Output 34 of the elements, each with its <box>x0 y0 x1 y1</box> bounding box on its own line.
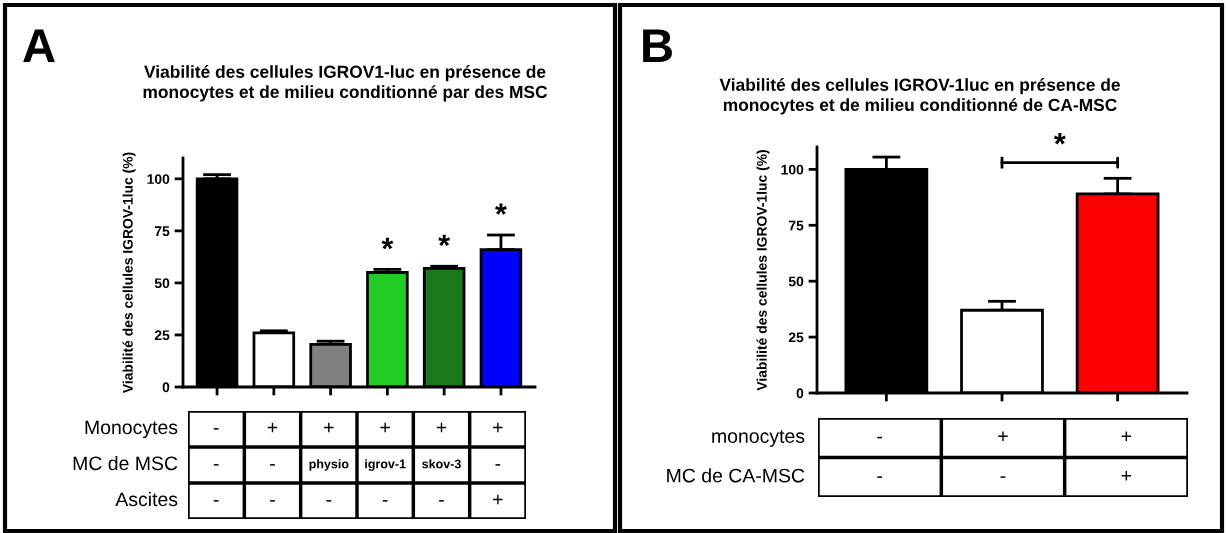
y-tick-label: 0 <box>162 382 170 393</box>
y-tick-label: 50 <box>154 278 170 289</box>
y-tick-label: 75 <box>788 220 804 231</box>
annotation: * <box>381 237 394 250</box>
category-label: + skov-3 - <box>422 422 461 502</box>
category-label: - - <box>877 436 883 478</box>
text: MC de MSC <box>73 455 178 471</box>
text: * <box>1053 133 1066 145</box>
chart-title: Viabilité des cellules IGROV-1luc en présence de monocytes et de milieu conditionné de CA-MSC <box>719 78 1120 115</box>
y-tick-label: 50 <box>788 276 804 287</box>
text: B <box>643 29 672 62</box>
category-label: + - <box>998 431 1008 478</box>
category-label: + physio - <box>309 422 349 502</box>
text: MC de CA-MSC <box>667 468 805 483</box>
text: monocytes <box>712 430 805 447</box>
category-label: + - - <box>267 422 278 502</box>
y-axis-title: Viabilité des cellules IGROV-1luc (%) <box>122 152 136 394</box>
y-axis-title: Viabilité des cellules IGROV-1luc (%) <box>756 150 770 391</box>
chart-title: Viabilité des cellules IGROV1-luc en présence de monocytes et de milieu conditionné par des MSC <box>143 65 548 102</box>
category-label: + - + <box>493 422 503 505</box>
annotation: * <box>495 203 507 215</box>
text: Monocytes <box>85 420 178 439</box>
y-tick-label: 100 <box>147 174 170 184</box>
y-tick-label: 0 <box>796 388 804 399</box>
y-tick-label: 25 <box>788 332 804 343</box>
annotation: * <box>438 234 451 247</box>
category-label: - - - <box>213 428 219 502</box>
category-label: + igrov-1 - <box>365 422 406 502</box>
text: Ascites <box>115 491 178 507</box>
y-tick-label: 100 <box>781 164 804 175</box>
text: A <box>23 29 55 62</box>
y-tick-label: 25 <box>154 330 170 341</box>
category-label: + + <box>1121 431 1132 481</box>
y-tick-label: 75 <box>154 226 170 237</box>
